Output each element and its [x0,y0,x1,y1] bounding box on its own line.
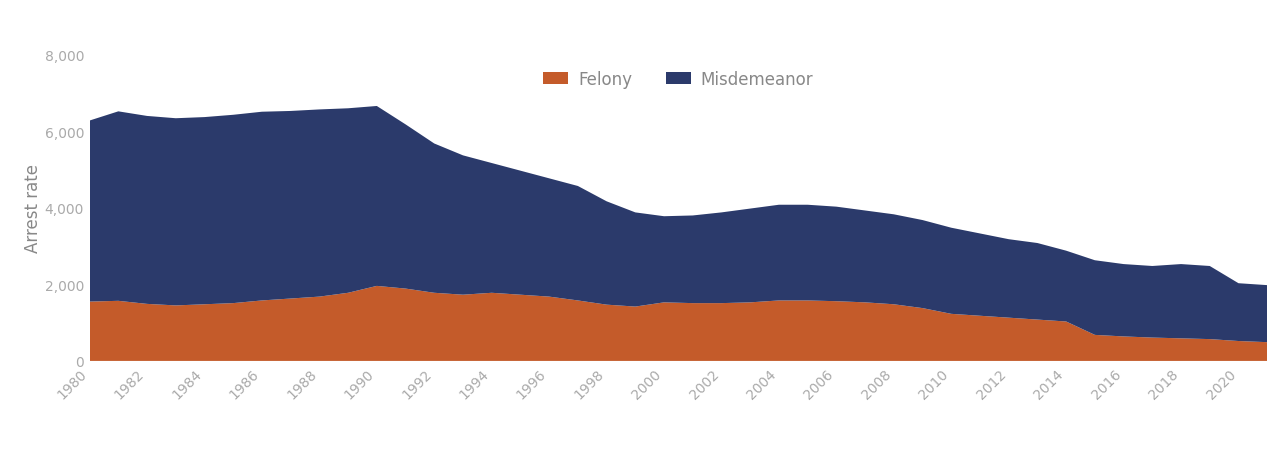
Y-axis label: Arrest rate: Arrest rate [24,164,42,253]
Legend: Felony, Misdemeanor: Felony, Misdemeanor [536,64,820,95]
